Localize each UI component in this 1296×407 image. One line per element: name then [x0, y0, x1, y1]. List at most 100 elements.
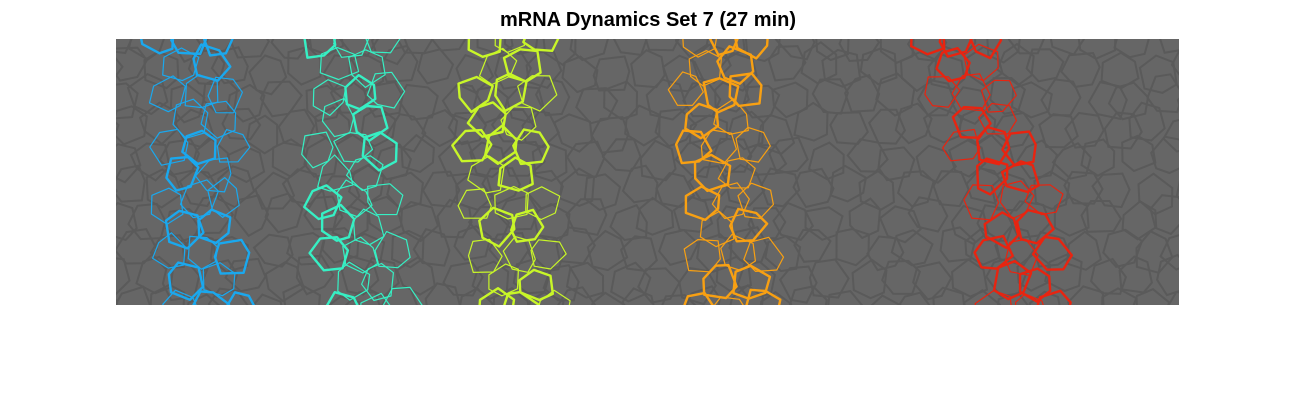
stripe-cell	[207, 177, 240, 218]
stripe-cell	[1018, 267, 1052, 303]
background-cell	[1128, 101, 1166, 142]
background-cell	[821, 48, 862, 88]
background-cell	[459, 287, 494, 305]
background-cell	[191, 137, 231, 179]
background-cell	[321, 226, 360, 264]
stripe-cell	[367, 183, 404, 216]
stripe-cell	[181, 129, 217, 166]
stripe-cell	[149, 128, 189, 166]
background-cell	[603, 80, 639, 121]
background-cell	[1077, 39, 1117, 60]
background-cell	[340, 254, 380, 296]
background-cell	[989, 76, 1027, 115]
stripe-cell	[522, 39, 560, 53]
background-cell	[221, 107, 262, 141]
stripe-cell	[512, 128, 550, 166]
background-cell	[416, 48, 455, 85]
background-cell	[471, 260, 510, 300]
stripe-cell	[467, 155, 505, 194]
stripe-cell	[361, 131, 398, 172]
background-cell	[898, 291, 931, 305]
background-cell	[129, 142, 171, 182]
stripe-cell	[525, 186, 561, 221]
background-cell	[395, 256, 436, 296]
background-cell	[858, 169, 895, 211]
background-cell	[630, 49, 666, 89]
background-cell	[590, 116, 630, 154]
background-cell	[621, 164, 659, 204]
background-cell	[890, 229, 934, 267]
stripe-cell	[1031, 235, 1073, 271]
background-cell	[116, 82, 139, 120]
stripe-cell	[684, 185, 721, 222]
background-cell	[941, 39, 977, 56]
background-cell	[379, 44, 419, 83]
stripe-cell	[497, 156, 534, 192]
stripe-cell	[702, 263, 738, 300]
background-cell	[793, 101, 829, 142]
microscopy-image-panel	[116, 39, 1179, 305]
background-cell	[760, 167, 801, 208]
background-cell	[453, 225, 492, 261]
stripe-cell	[207, 76, 244, 114]
stripe-cell	[494, 72, 528, 113]
background-cell	[1016, 139, 1059, 180]
background-cell	[859, 47, 898, 86]
background-cell	[327, 295, 362, 305]
background-cell	[226, 83, 266, 123]
background-cell	[116, 39, 133, 55]
background-cell	[1156, 253, 1179, 297]
stripe-cell	[194, 157, 232, 193]
stripe-3	[451, 39, 571, 305]
background-cell	[592, 55, 631, 92]
background-cell	[441, 83, 484, 122]
background-cell	[264, 192, 304, 234]
background-cell	[815, 39, 850, 62]
background-cell	[116, 285, 151, 305]
background-cell	[397, 200, 440, 243]
background-cell	[565, 261, 605, 299]
stripe-cell	[301, 131, 334, 169]
stripe-cell	[708, 39, 739, 57]
background-cell	[178, 169, 220, 208]
background-cell	[472, 85, 510, 125]
stripe-cell	[732, 264, 772, 300]
stripe-cell	[303, 39, 337, 59]
stripe-cell	[226, 291, 256, 305]
stripe-cell	[976, 157, 1009, 196]
background-cell	[561, 55, 599, 94]
background-cell	[610, 261, 652, 303]
stripe-cell	[148, 75, 187, 113]
background-cell	[138, 101, 178, 146]
background-cell	[481, 167, 521, 206]
background-cell	[245, 114, 279, 155]
background-cell	[116, 228, 159, 265]
background-cell	[654, 108, 698, 148]
background-cell	[881, 259, 922, 295]
background-cell	[639, 139, 677, 182]
stripe-cell	[457, 75, 494, 114]
background-cell	[1091, 172, 1131, 209]
background-cell	[1064, 111, 1105, 149]
background-cell	[329, 77, 368, 114]
background-cell	[932, 286, 966, 305]
background-cell	[1038, 113, 1079, 149]
stripe-cell	[150, 187, 184, 225]
stripe-cell	[693, 153, 732, 193]
background-cell	[774, 39, 816, 61]
background-cell	[997, 291, 1029, 305]
tissue-image	[116, 39, 1179, 305]
background-cell	[1150, 135, 1179, 175]
stripe-cell	[170, 39, 208, 56]
stripe-cell	[325, 290, 359, 305]
background-cell	[1032, 230, 1072, 268]
background-cell	[521, 109, 561, 149]
stripe-cell	[202, 262, 236, 297]
stripe-cell	[729, 207, 769, 243]
background-cell	[843, 74, 881, 113]
stripe-cell	[684, 102, 720, 140]
background-cell	[793, 228, 832, 263]
background-cell	[1167, 290, 1179, 305]
background-cell	[381, 286, 418, 305]
background-cell	[682, 81, 722, 118]
